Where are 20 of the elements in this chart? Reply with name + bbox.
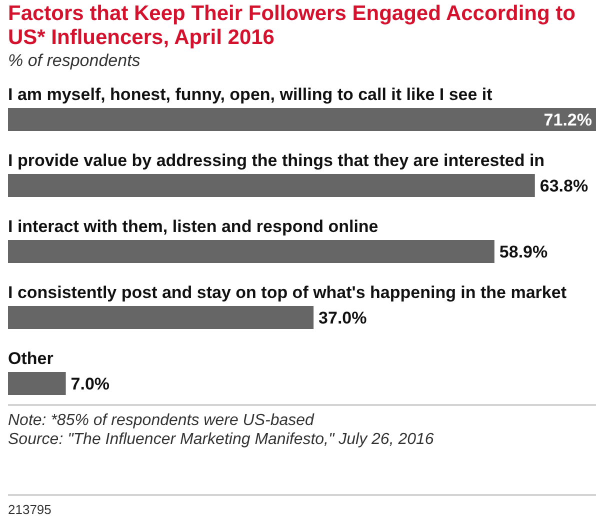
chart-subtitle: % of respondents	[8, 51, 141, 70]
bar	[8, 372, 66, 395]
source-note: Source: "The Influencer Marketing Manifesto," July 26, 2016	[8, 431, 434, 448]
y-tick-label: I interact with them, listen and respond online	[8, 217, 378, 236]
text: Note: *85% of respondents were US-based	[8, 412, 316, 429]
bar	[8, 240, 494, 263]
y-tick-label: I consistently post and stay on top of what's happening in the market	[8, 283, 567, 302]
bar	[8, 306, 314, 329]
text: 213795	[8, 502, 52, 517]
y-tick-label: I am myself, honest, funny, open, willing to call it like I see it	[8, 85, 493, 104]
data-label: 63.8%	[540, 176, 588, 196]
data-label: 37.0%	[318, 308, 367, 328]
bar	[8, 108, 596, 131]
bar	[8, 174, 535, 197]
chart-title: Factors that Keep Their Followers Engaged According to US* Influencers, April 2016	[8, 2, 576, 49]
y-tick-label: Other	[8, 349, 54, 368]
data-label: 7.0%	[70, 374, 110, 394]
data-label: 58.9%	[499, 242, 548, 262]
data-label: 71.2%	[544, 110, 592, 130]
y-tick-label: I provide value by addressing the things that they are interested in	[8, 151, 545, 170]
